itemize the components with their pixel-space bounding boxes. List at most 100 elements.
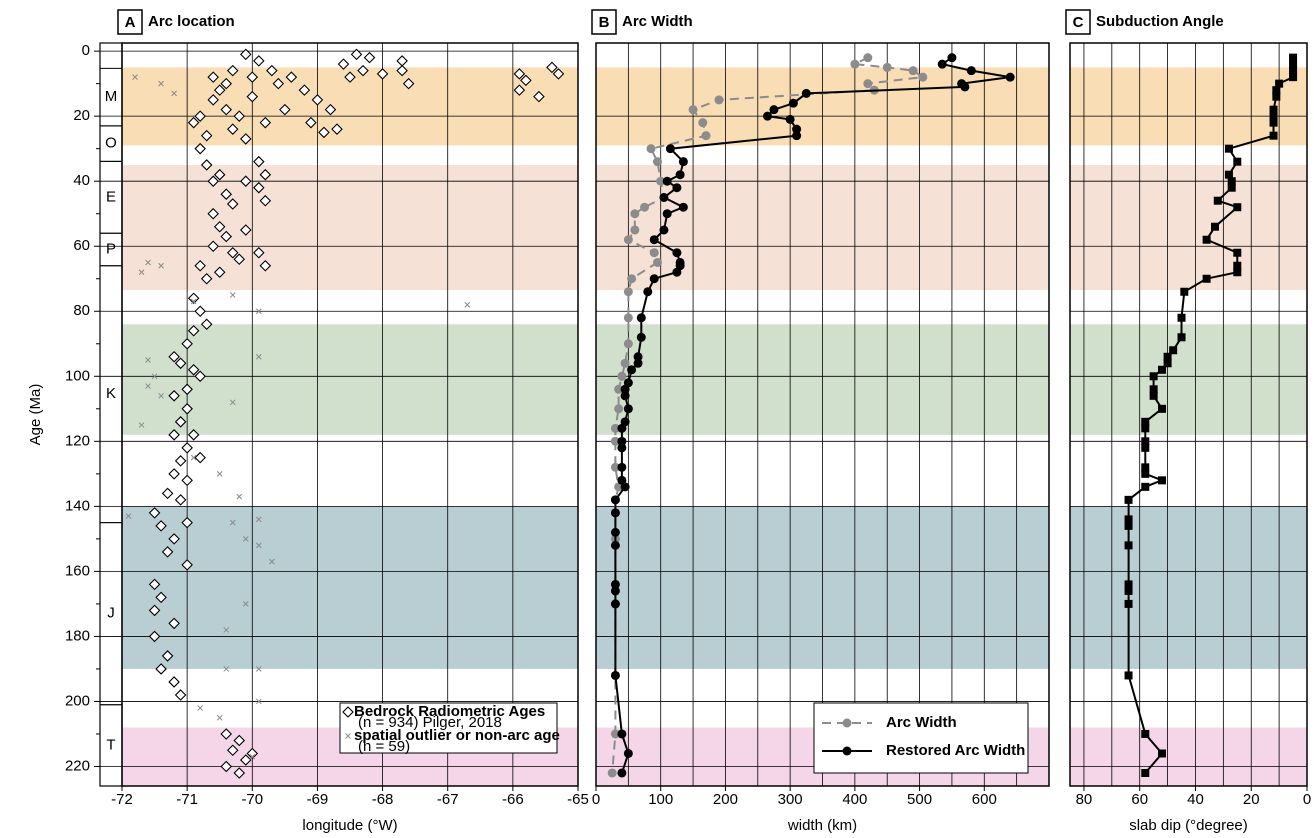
data-point xyxy=(623,235,633,245)
plot-border xyxy=(1069,42,1308,787)
data-point xyxy=(151,373,158,380)
x-tick-label: 0 xyxy=(592,791,600,808)
data-point xyxy=(610,462,620,472)
legend-label: Arc Width xyxy=(886,714,957,731)
data-point xyxy=(533,90,545,103)
data-point xyxy=(187,324,200,337)
data-point xyxy=(640,202,650,212)
data-point xyxy=(255,666,262,672)
data-point xyxy=(337,58,350,70)
data-point xyxy=(633,352,643,362)
data-point xyxy=(213,266,226,279)
data-point xyxy=(1224,144,1233,153)
data-point xyxy=(1141,463,1150,472)
data-point xyxy=(678,157,688,167)
x-tick-label: 300 xyxy=(778,791,803,808)
period-label: O xyxy=(105,135,117,152)
data-point xyxy=(617,768,627,778)
data-point xyxy=(1177,313,1186,322)
data-point xyxy=(1224,170,1233,179)
data-point xyxy=(174,494,187,506)
data-point xyxy=(242,536,249,542)
data-point xyxy=(226,198,239,210)
data-point xyxy=(396,55,408,67)
data-point xyxy=(792,124,802,134)
data-point xyxy=(1158,365,1167,374)
data-point xyxy=(174,416,187,428)
data-point xyxy=(357,64,369,77)
data-point xyxy=(672,183,682,193)
data-point xyxy=(255,516,262,523)
data-point xyxy=(1233,248,1242,257)
data-point xyxy=(213,168,226,181)
data-point xyxy=(1163,352,1172,361)
panel-letter-box xyxy=(591,9,617,35)
data-point xyxy=(633,358,643,368)
data-point xyxy=(187,364,200,376)
age-band xyxy=(122,506,578,669)
data-point xyxy=(246,71,259,83)
panel-letter: B xyxy=(599,14,610,31)
data-point xyxy=(181,474,193,487)
data-point xyxy=(200,129,213,142)
data-point xyxy=(546,61,558,74)
data-point xyxy=(161,650,174,662)
data-point xyxy=(155,520,167,532)
data-point xyxy=(1149,391,1158,400)
data-point xyxy=(1141,482,1150,491)
data-point xyxy=(762,111,772,121)
data-point xyxy=(194,305,206,318)
y-tick-label: 160 xyxy=(65,562,90,579)
data-point xyxy=(617,371,627,381)
data-point xyxy=(610,495,620,505)
data-point xyxy=(1141,437,1150,446)
data-point xyxy=(1275,79,1284,88)
data-point xyxy=(233,734,246,747)
x-tick-label: -71 xyxy=(176,791,198,808)
data-point xyxy=(610,540,620,550)
legend-marker xyxy=(842,718,852,728)
data-point xyxy=(649,235,659,245)
data-point xyxy=(1149,372,1158,381)
data-point xyxy=(610,586,620,596)
data-point xyxy=(1233,203,1242,212)
data-point xyxy=(947,53,957,63)
data-point xyxy=(966,66,976,76)
data-point xyxy=(197,705,204,711)
data-point xyxy=(863,53,873,63)
data-point xyxy=(279,103,291,116)
x-tick-label: -66 xyxy=(502,791,524,808)
panel-title: Subduction Angle xyxy=(1096,13,1224,30)
x-tick-label: 40 xyxy=(1187,791,1204,808)
age-band xyxy=(1070,67,1307,146)
data-point xyxy=(614,404,624,414)
data-point xyxy=(239,175,252,187)
data-point xyxy=(200,159,213,171)
data-point xyxy=(145,259,151,266)
y-tick-label: 220 xyxy=(65,757,90,774)
data-point xyxy=(630,209,640,219)
data-point xyxy=(1269,131,1278,140)
data-point xyxy=(229,399,236,406)
legend-box xyxy=(813,702,1029,774)
data-point xyxy=(1269,105,1278,114)
data-point xyxy=(620,384,630,394)
data-point xyxy=(331,123,343,135)
data-point xyxy=(226,64,239,77)
data-point xyxy=(190,454,197,461)
period-label: P xyxy=(106,240,116,257)
data-point xyxy=(610,599,620,609)
data-point xyxy=(1213,196,1222,205)
data-point xyxy=(610,436,620,446)
data-point xyxy=(239,754,252,766)
data-point xyxy=(174,357,187,370)
data-point xyxy=(207,71,219,83)
data-point xyxy=(1124,599,1133,608)
data-point xyxy=(253,181,265,194)
data-point xyxy=(194,370,206,383)
data-point xyxy=(1272,86,1281,95)
data-point xyxy=(253,55,265,67)
data-point xyxy=(213,220,226,233)
period-label: T xyxy=(106,736,115,753)
data-point xyxy=(285,71,298,83)
